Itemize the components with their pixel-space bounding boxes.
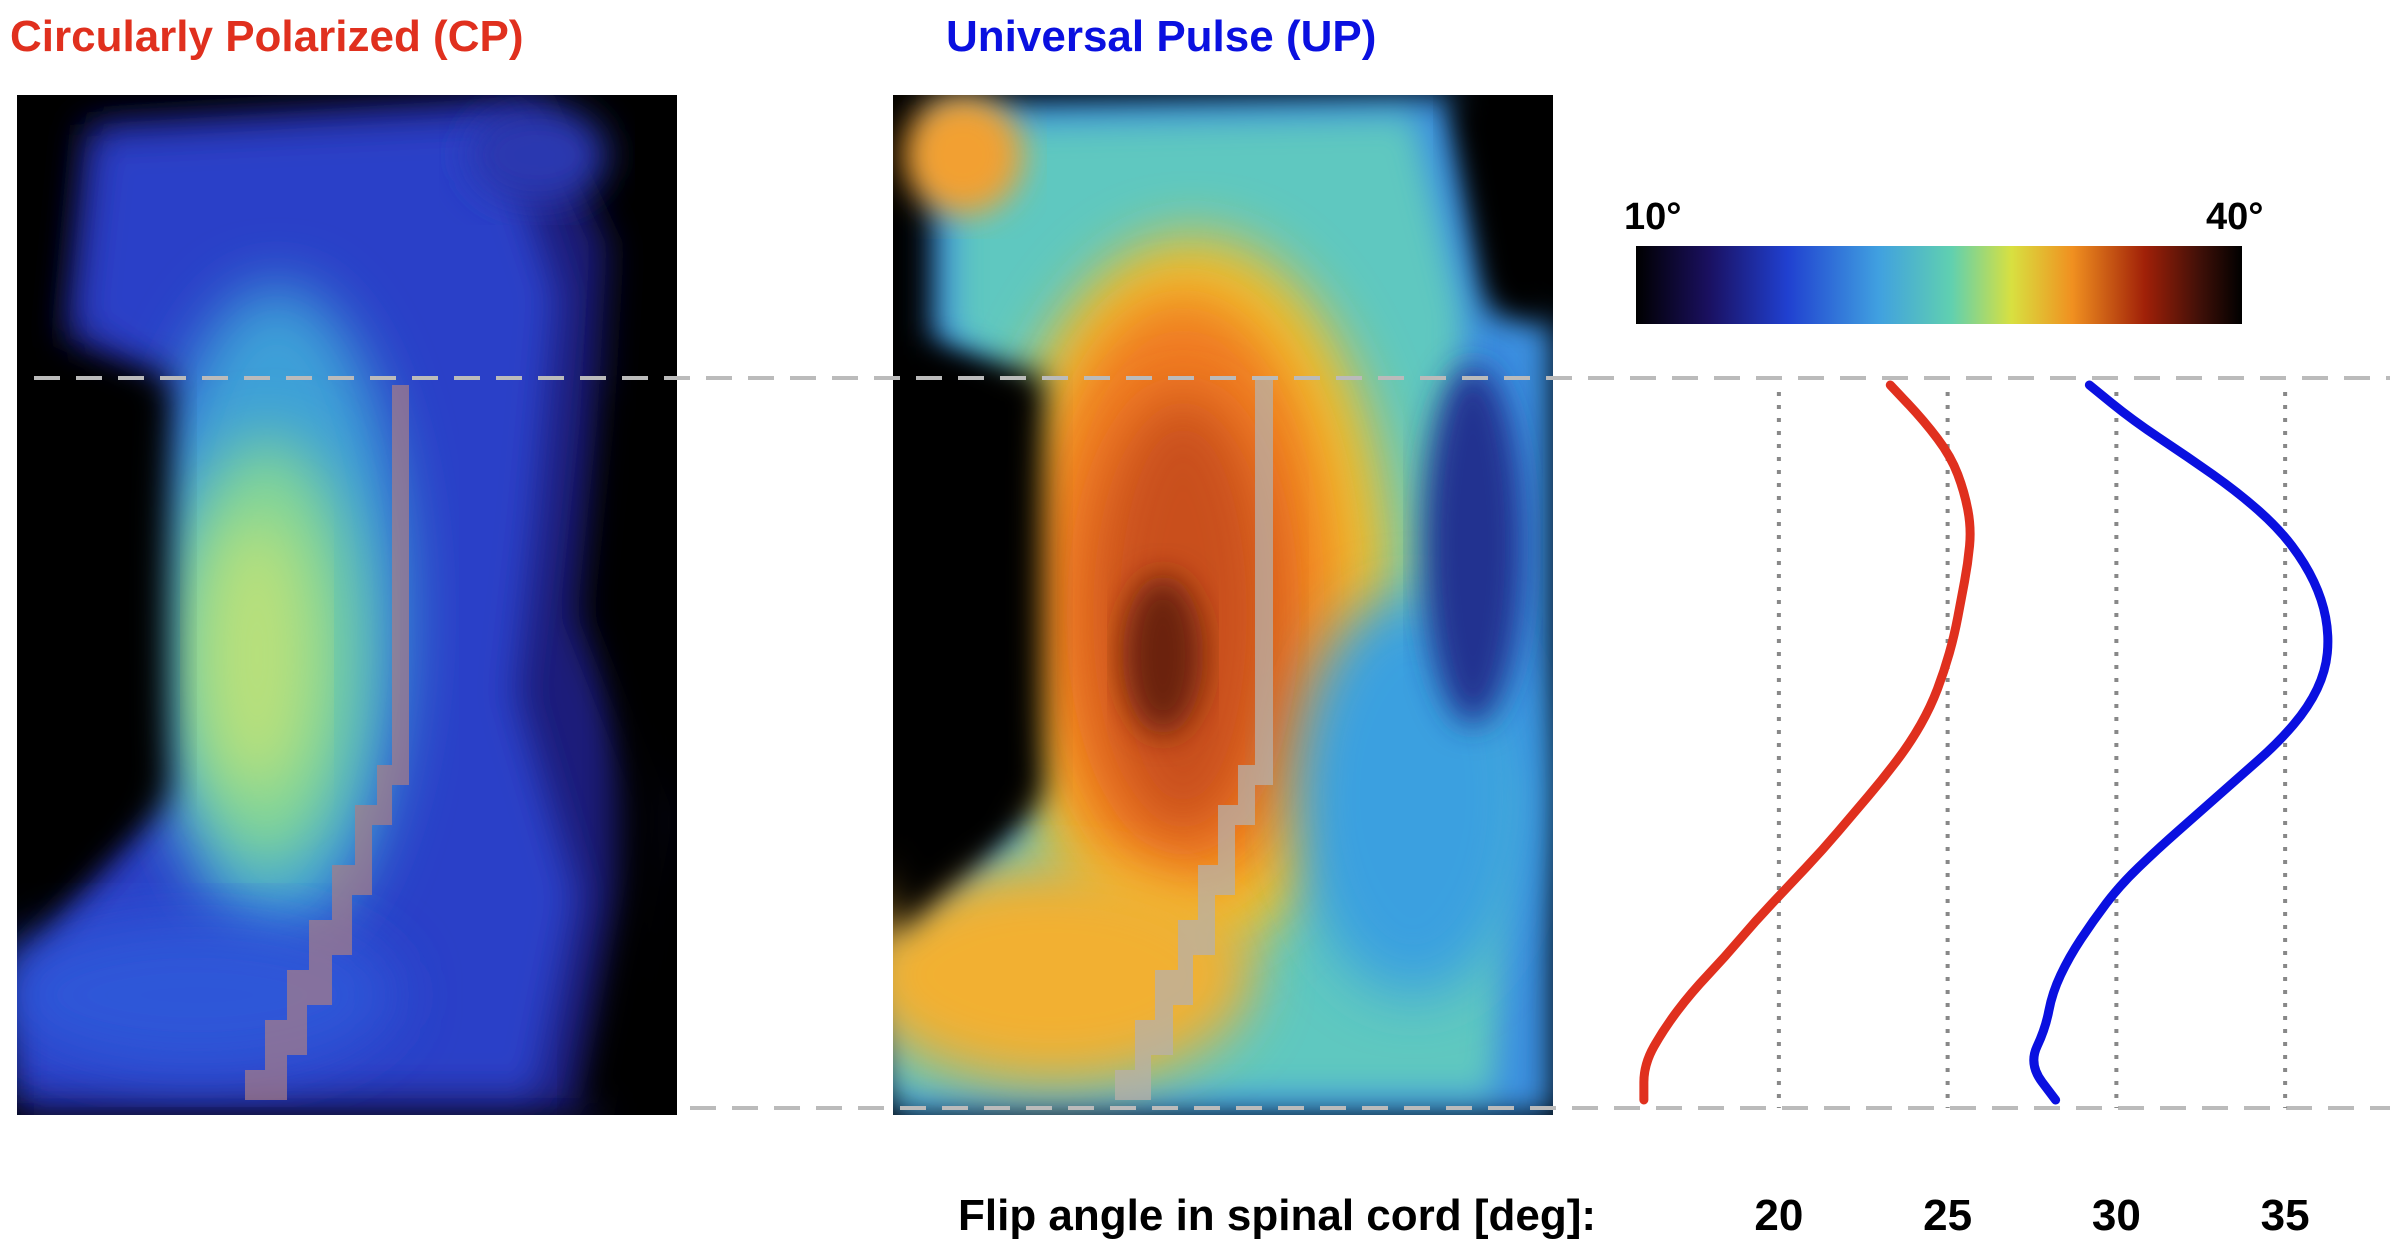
cp-title: Circularly Polarized (CP) [10,12,524,61]
x-tick-label: 25 [1923,1191,1973,1240]
colorbar-max-label: 40° [2206,196,2264,238]
up-flip-angle-map [893,95,1553,1115]
colorbar [1636,246,2242,324]
x-axis-label: Flip angle in spinal cord [deg]: [958,1191,1597,1240]
cp-flip-angle-map [17,95,677,1115]
x-tick-label: 35 [2260,1191,2310,1240]
x-tick-label: 30 [2091,1191,2141,1240]
x-tick-label: 20 [1754,1191,1804,1240]
up-map-image [893,95,1553,1115]
cp-map-image [17,95,677,1115]
colorbar-min-label: 10° [1624,196,1682,238]
up-title: Universal Pulse (UP) [946,12,1377,61]
up-profile-line [2029,380,2333,1105]
cp-profile-line [1639,380,1975,1105]
